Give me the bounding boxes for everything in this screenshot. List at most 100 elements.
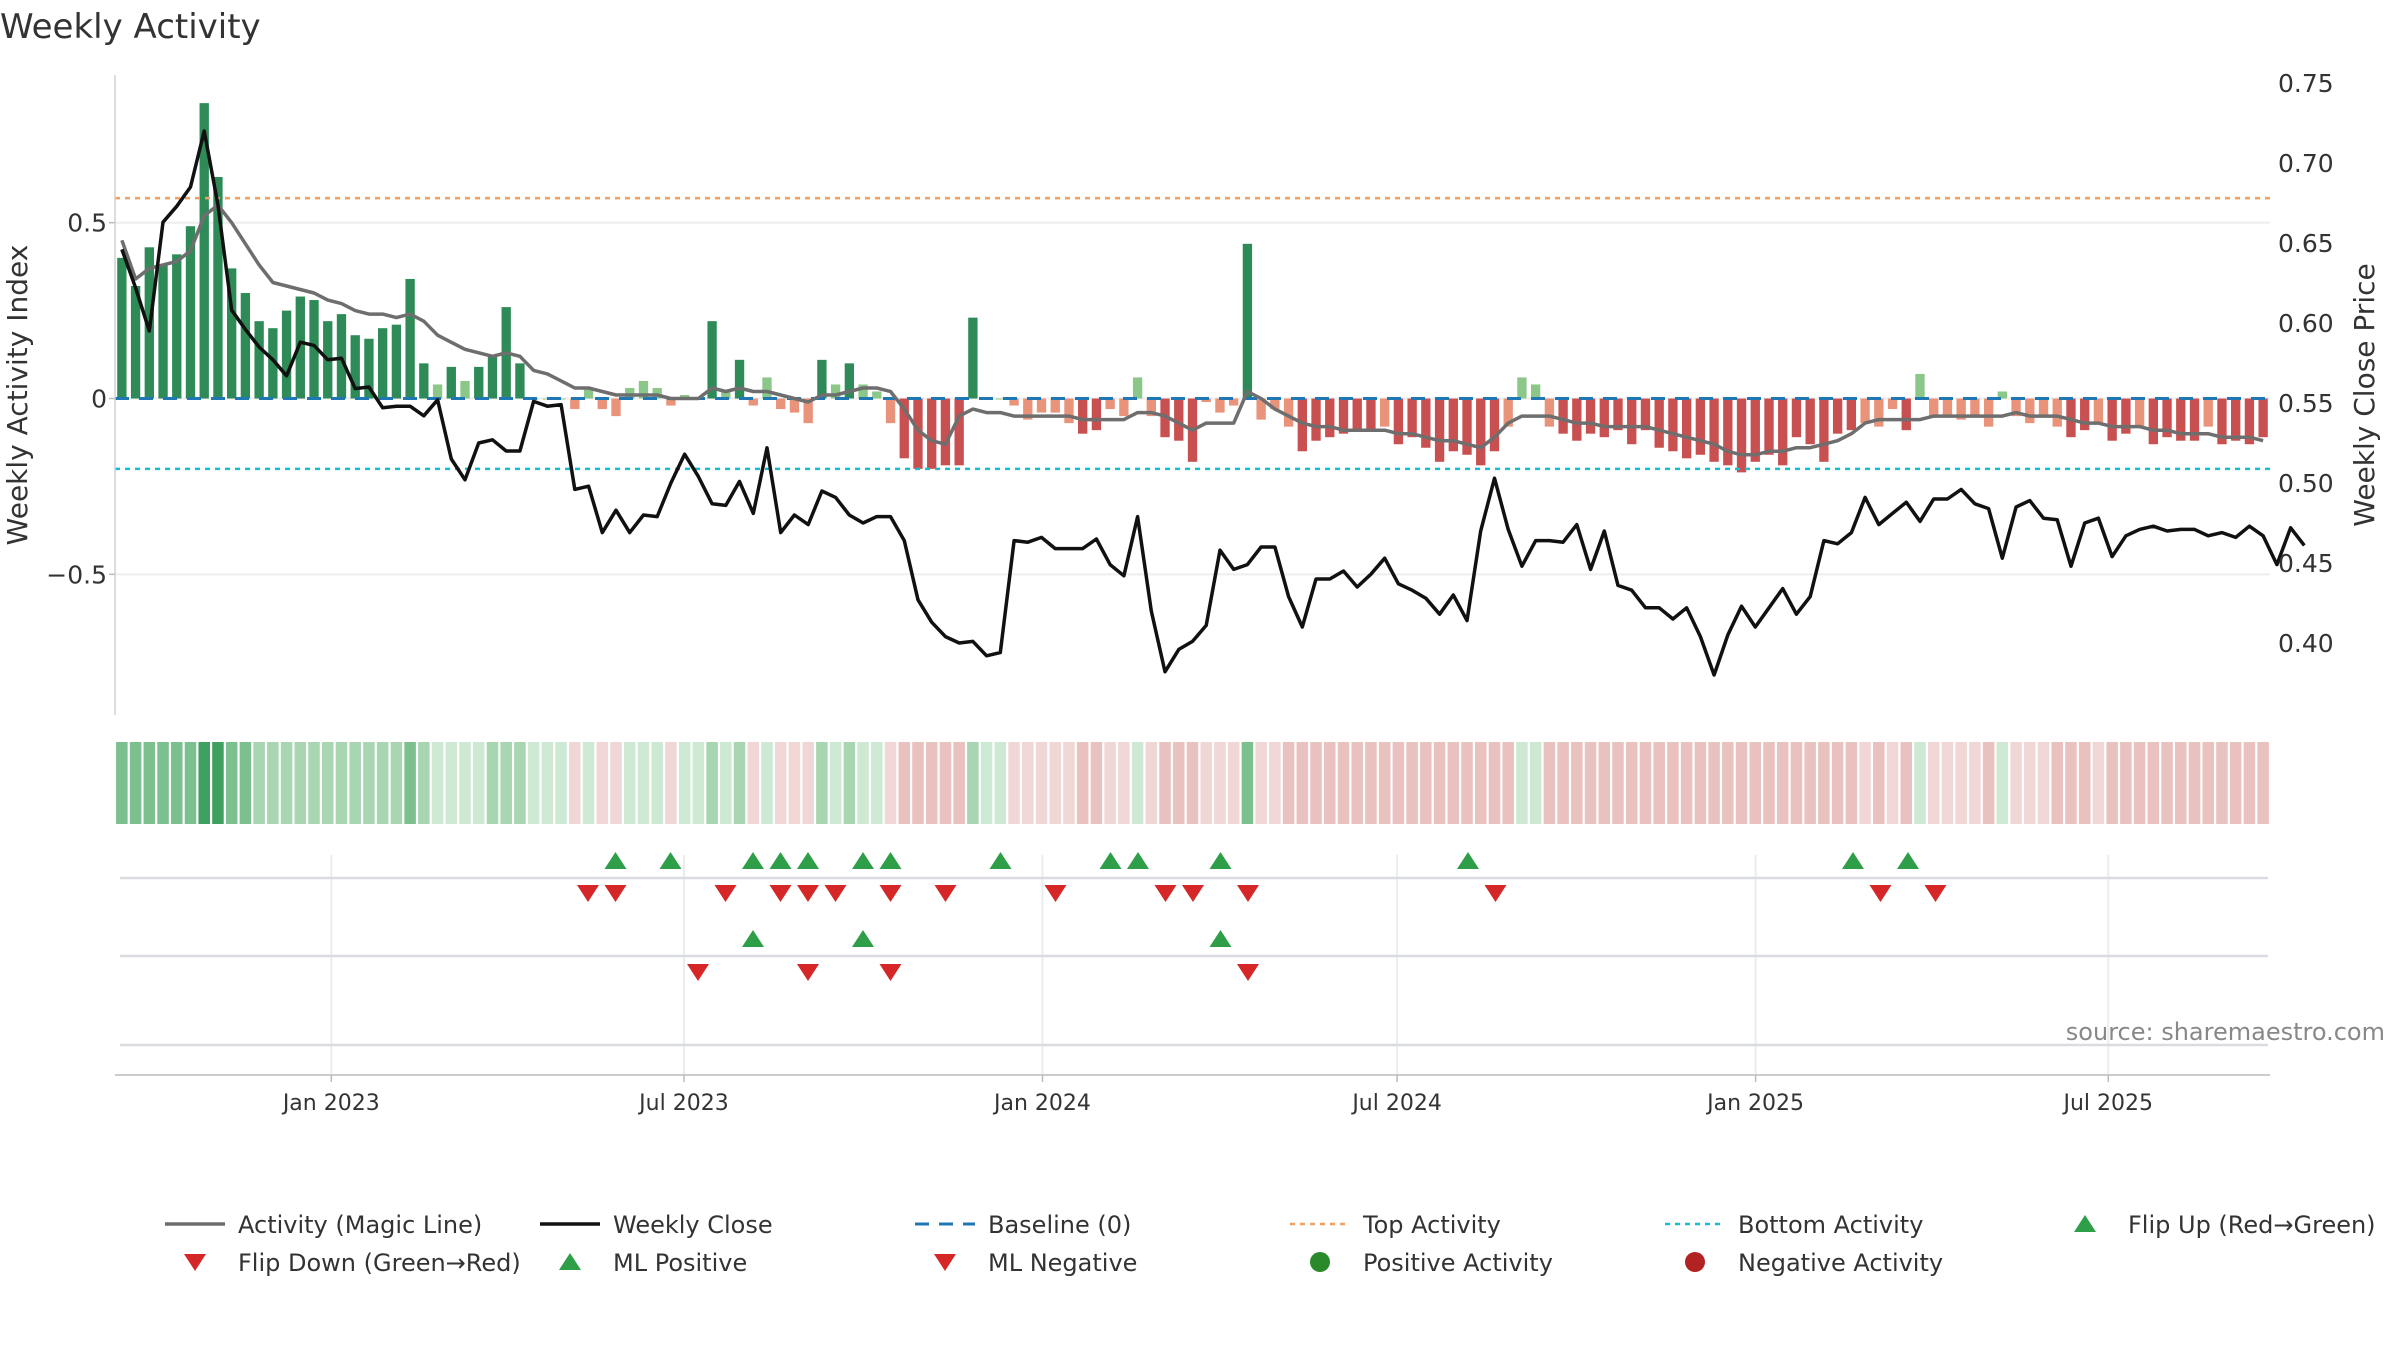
heat-cell	[2229, 742, 2242, 824]
activity-bar	[1956, 398, 1966, 420]
heat-cell	[1049, 742, 1062, 824]
heat-cell	[2243, 742, 2256, 824]
activity-bar	[1229, 398, 1239, 406]
activity-bar	[281, 310, 292, 399]
activity-bar	[872, 391, 882, 399]
heat-cell	[2257, 742, 2269, 824]
activity-bar	[446, 366, 456, 399]
heat-cell	[1886, 742, 1899, 824]
flip-down-marker	[604, 885, 627, 902]
heat-cell	[1529, 742, 1542, 824]
activity-bar	[117, 257, 127, 399]
activity-bar	[2134, 398, 2145, 427]
heat-cell	[321, 742, 334, 824]
heat-cell	[514, 742, 526, 824]
heat-cell	[541, 742, 554, 824]
heat-cell	[1392, 742, 1405, 824]
activity-bar	[1489, 398, 1500, 452]
activity-bar	[1791, 398, 1802, 438]
legend-item-baseline: Baseline (0)	[915, 1211, 1131, 1239]
heat-cell	[720, 742, 732, 824]
activity-bar	[583, 387, 594, 399]
heat-cell	[280, 742, 293, 824]
activity-bar	[954, 398, 964, 466]
heat-cell	[692, 742, 705, 824]
heat-cell	[871, 742, 883, 824]
heat-cell	[472, 742, 485, 824]
activity-bar	[885, 398, 896, 424]
activity-bar	[1064, 398, 1074, 424]
activity-bar	[1517, 377, 1527, 399]
heat-cell	[2106, 742, 2118, 824]
flip-up-marker	[1897, 852, 1919, 869]
activity-bar	[1091, 398, 1102, 431]
heat-cell	[1337, 742, 1350, 824]
activity-bar	[1503, 398, 1513, 427]
heat-cell	[294, 742, 307, 824]
flip-down-marker	[797, 885, 819, 902]
y-tick-label: 0	[91, 385, 107, 414]
activity-bar	[2189, 398, 2200, 441]
activity-bar	[1174, 398, 1184, 441]
activity-bar	[1874, 398, 1884, 427]
heat-cell	[1063, 742, 1075, 824]
heat-cell	[747, 742, 760, 824]
activity-bar	[254, 321, 264, 399]
activity-bar	[1215, 398, 1225, 413]
heat-cell	[1159, 742, 1171, 824]
heat-cell	[1406, 742, 1418, 824]
legend-item-magic: Activity (Magic Line)	[165, 1211, 482, 1239]
activity-bar	[1942, 398, 1953, 417]
flip-up-marker	[742, 852, 764, 869]
ml-positive-marker	[852, 930, 874, 947]
flip-up-marker	[797, 852, 819, 869]
heat-cell	[829, 742, 842, 824]
flip-down-marker	[1924, 885, 1947, 902]
heat-cell	[1557, 742, 1569, 824]
y2-tick-label: 0.60	[2278, 309, 2334, 338]
activity-bar	[1819, 398, 1829, 462]
heat-cell	[1488, 742, 1501, 824]
flip-up-marker	[1209, 852, 1232, 869]
activity-bar	[268, 328, 278, 399]
heat-cell	[1516, 742, 1528, 824]
heat-cell	[1790, 742, 1803, 824]
ml-negative-marker	[879, 964, 902, 981]
activity-bar	[1723, 398, 1733, 466]
activity-bar	[1736, 398, 1747, 473]
heat-cell	[1420, 742, 1432, 824]
flip-up-marker	[852, 852, 874, 869]
heat-cell	[637, 742, 650, 824]
x-tick-label: Jul 2024	[1350, 1091, 1442, 1116]
heat-cell	[733, 742, 746, 824]
activity-bar	[2244, 398, 2255, 445]
heat-cell	[239, 742, 252, 824]
heat-cell	[912, 742, 924, 824]
heat-cell	[1186, 742, 1199, 824]
ml-positive-marker	[742, 930, 764, 947]
heat-cell	[1941, 742, 1954, 824]
activity-bar	[927, 398, 937, 469]
y2-tick-label: 0.40	[2278, 629, 2334, 658]
heat-cell	[1749, 742, 1762, 824]
heat-cell	[2161, 742, 2173, 824]
heat-cell	[2024, 742, 2036, 824]
heat-cell	[1735, 742, 1748, 824]
activity-bar	[638, 380, 649, 399]
ml-negative-marker	[687, 964, 709, 981]
activity-bar	[1764, 398, 1774, 455]
flip-up-marker	[989, 852, 1012, 869]
heat-cell	[623, 742, 636, 824]
heat-cell	[1763, 742, 1775, 824]
heat-cell	[2120, 742, 2132, 824]
activity-bar	[556, 398, 566, 400]
activity-bar	[1256, 398, 1266, 420]
activity-bar	[940, 398, 951, 466]
legend-label: Activity (Magic Line)	[238, 1211, 482, 1239]
y2-tick-label: 0.65	[2278, 229, 2334, 258]
heat-cell	[2188, 742, 2201, 824]
activity-bar	[1009, 398, 1019, 406]
heat-cell	[1639, 742, 1652, 824]
activity-bar	[1146, 398, 1156, 417]
legend-item-mlneg: ML Negative	[934, 1249, 1137, 1277]
